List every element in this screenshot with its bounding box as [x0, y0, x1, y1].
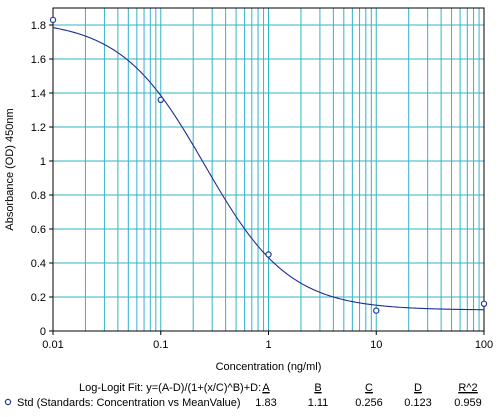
- y-tick-label: 0.4: [31, 258, 46, 270]
- fit-param-value-c: 0.256: [355, 397, 383, 409]
- data-point: [49, 16, 57, 24]
- y-axis-label: Absorbance (OD) 450nm: [4, 108, 16, 230]
- fit-param-header-c: C: [365, 382, 373, 394]
- y-tick-label: 1: [40, 156, 46, 168]
- data-point: [480, 300, 488, 307]
- y-tick-label: 0.6: [31, 224, 46, 236]
- y-tick-label: 0.8: [31, 190, 46, 202]
- x-tick-label: 0.1: [153, 339, 168, 351]
- y-tick-label: 1.6: [31, 54, 46, 66]
- y-tick-label: 0.2: [31, 292, 46, 304]
- x-tick-label: 0.01: [42, 339, 63, 351]
- y-tick-label: 1.2: [31, 122, 46, 134]
- fit-param-value-b: 1.11: [308, 397, 329, 409]
- y-tick-label: 1.8: [31, 20, 46, 32]
- fit-param-value-r2: 0.959: [454, 397, 482, 409]
- x-tick-label: 1: [265, 339, 271, 351]
- fit-param-header-b: B: [314, 382, 321, 394]
- data-point: [265, 251, 272, 258]
- y-tick-label: 0: [40, 326, 46, 338]
- legend-marker: [4, 398, 12, 406]
- fit-param-header-a: A: [262, 382, 270, 394]
- data-point: [157, 96, 164, 104]
- fit-param-value-a: 1.83: [255, 397, 276, 409]
- x-axis-label: Concentration (ng/ml): [216, 361, 322, 373]
- legend-series-name: Std (Standards: Concentration vs MeanVal…: [17, 397, 241, 409]
- x-tick-label: 100: [475, 339, 493, 351]
- fit-param-header-d: D: [414, 382, 422, 394]
- fit-param-value-d: 0.123: [404, 397, 432, 409]
- fit-param-header-r2: R^2: [458, 382, 477, 394]
- x-tick-label: 10: [370, 339, 382, 351]
- fit-equation-label: Log-Logit Fit: y=(A-D)/(1+(x/C)^B)+D:: [79, 382, 261, 394]
- y-tick-label: 1.4: [31, 88, 46, 100]
- data-point: [373, 307, 380, 314]
